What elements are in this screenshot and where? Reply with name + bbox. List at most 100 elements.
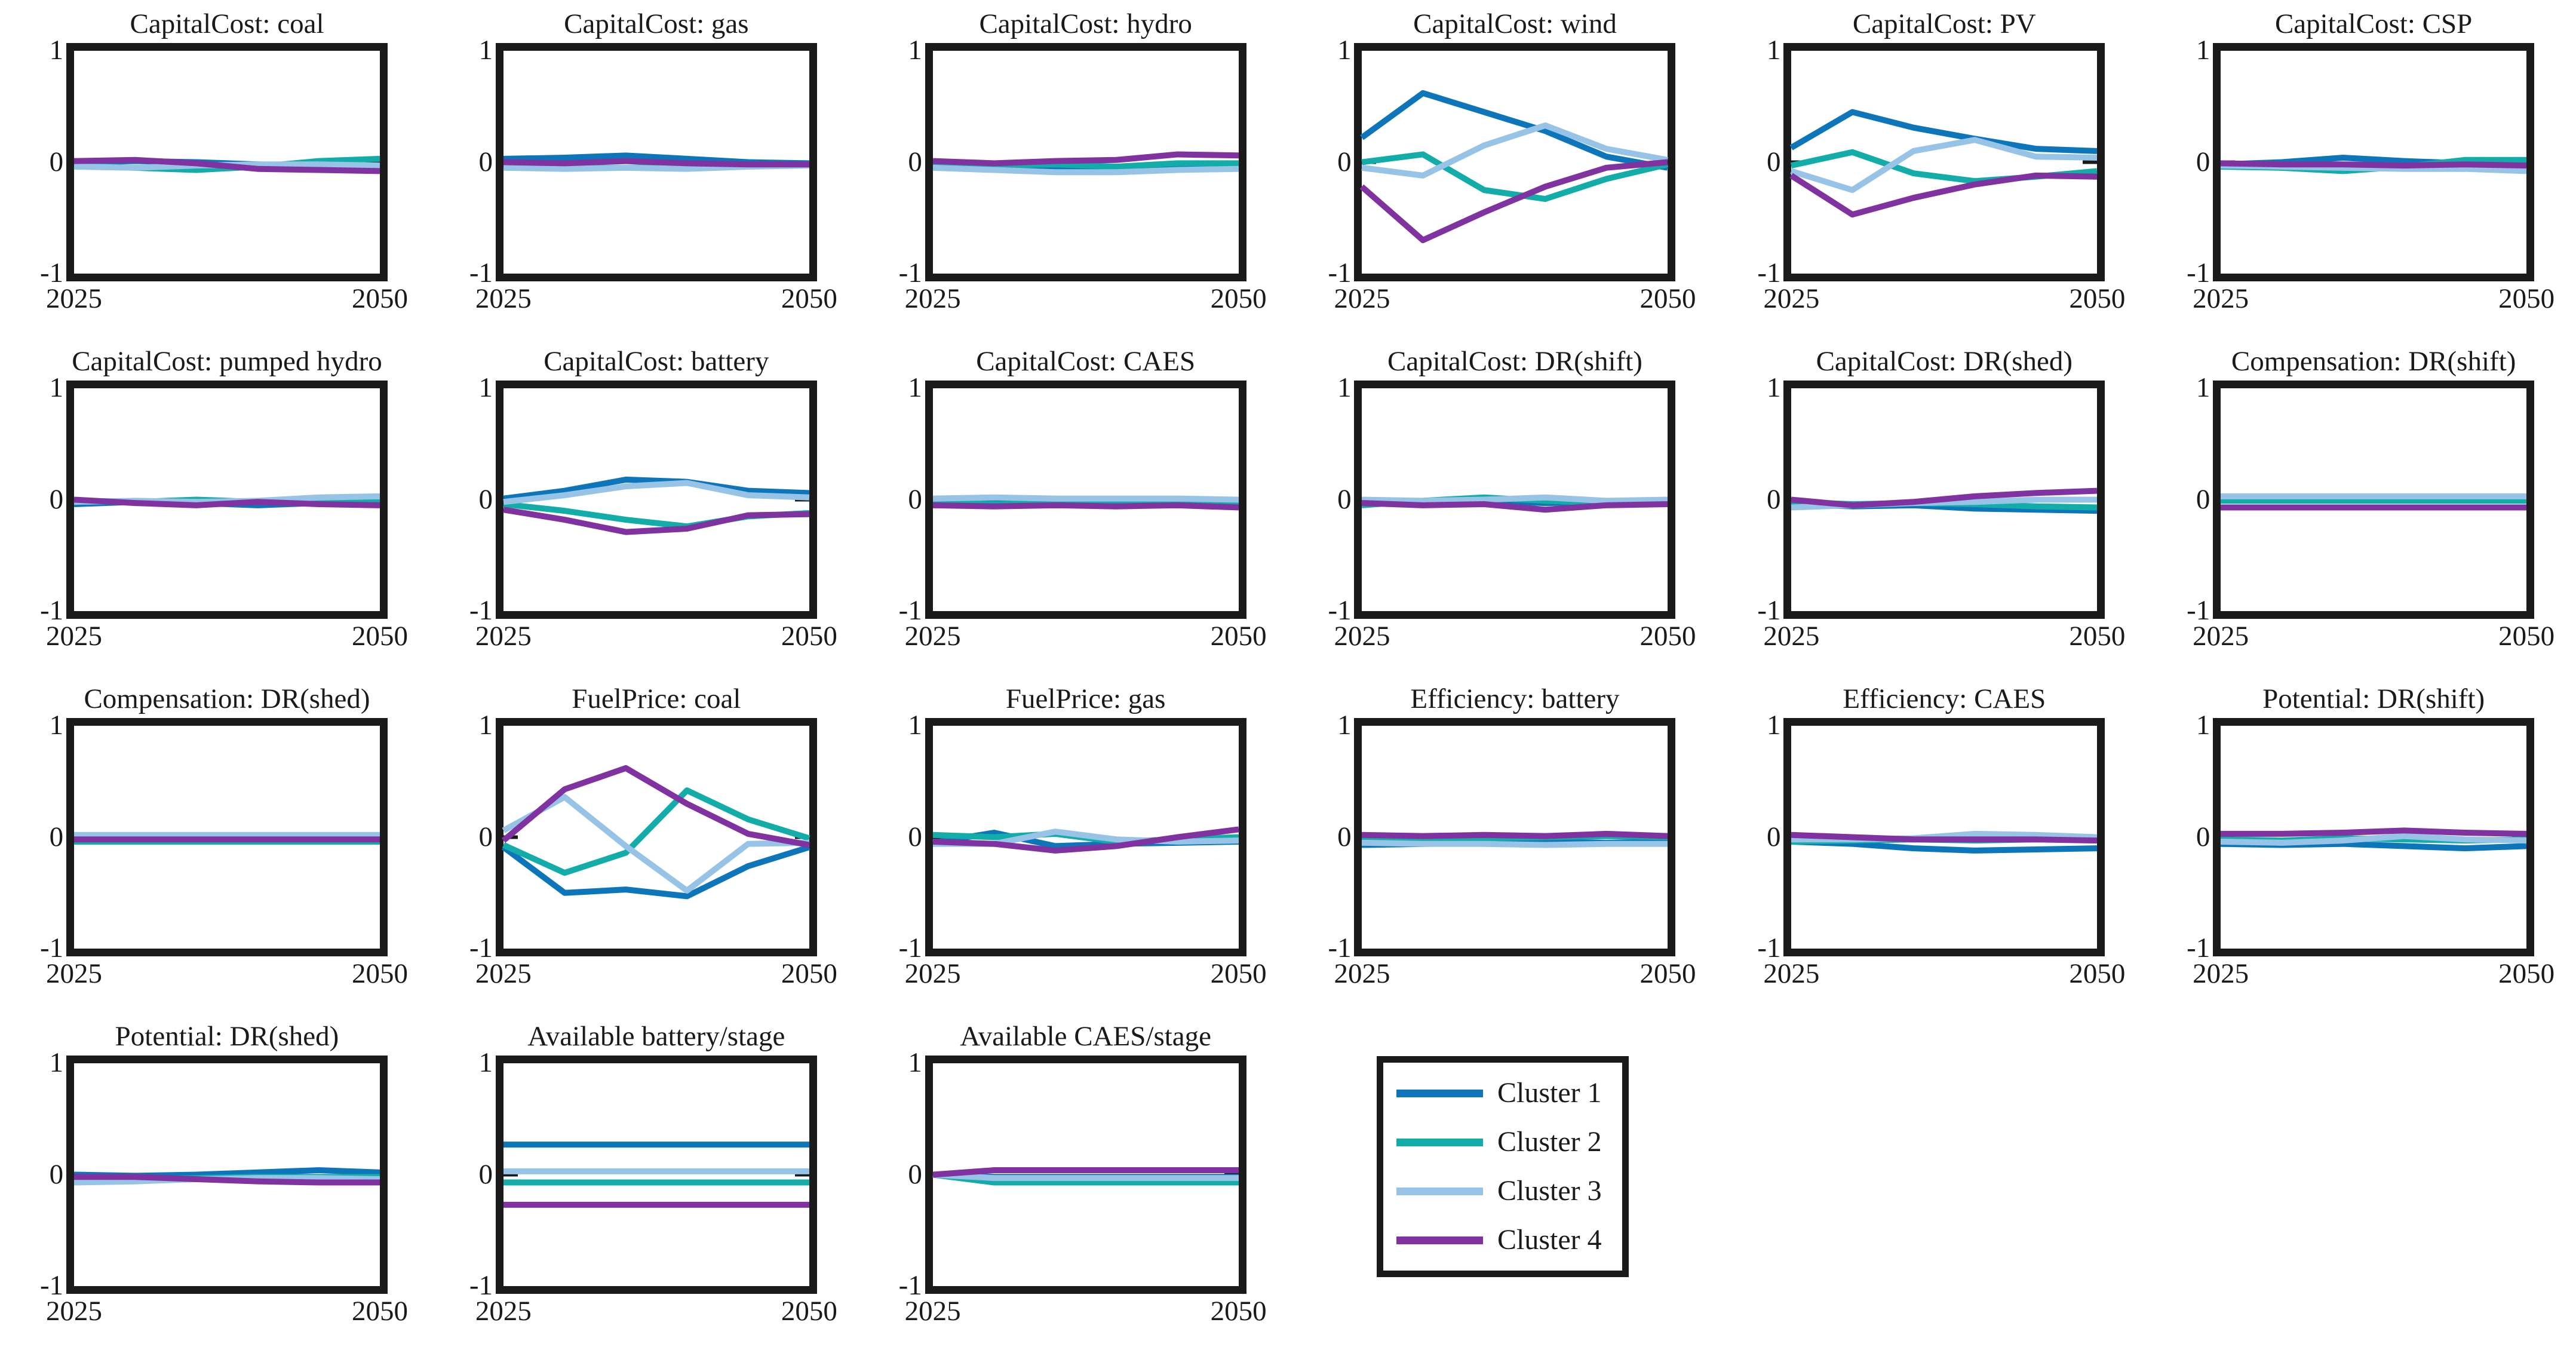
series-line-cluster-1 (1789, 109, 2098, 154)
y-tick-label: 0 (908, 483, 922, 515)
plot-title: CapitalCost: battery (544, 346, 769, 377)
series-line-cluster-3 (2221, 833, 2527, 846)
legend-line-swatch-cluster-2 (1396, 1138, 1483, 1146)
plot-title: CapitalCost: CSP (2274, 8, 2473, 39)
y-tick-label: 1 (1766, 710, 1781, 741)
plot-canvas (66, 718, 388, 956)
x-tick-label: 2050 (1210, 621, 1267, 652)
x-tick-label: 2025 (2193, 621, 2249, 652)
subplot-fuelprice-coal: FuelPrice: coal 1 0 -1 2025 2050 (429, 675, 859, 1013)
plot-frame (495, 381, 817, 619)
subplot-capitalcost-pv: CapitalCost: PV 1 0 -1 2025 2050 (1717, 0, 2147, 338)
plot-canvas (2213, 718, 2535, 956)
plot-canvas (495, 381, 817, 619)
y-tick-label: 1 (1337, 35, 1352, 66)
y-tick-label: 0 (1766, 821, 1781, 852)
y-tick-label: -1 (1328, 932, 1352, 964)
plot-title: Potential: DR(shift) (2262, 683, 2485, 714)
y-tick-label: 1 (1766, 372, 1781, 403)
x-tick-label: 2025 (904, 958, 961, 989)
x-tick-label: 2050 (2069, 283, 2126, 314)
x-tick-label: 2050 (781, 283, 837, 314)
x-tick-label: 2050 (2498, 621, 2555, 652)
series-line-cluster-4 (1791, 487, 2098, 508)
y-tick-label: -1 (469, 932, 493, 964)
y-tick-label: -1 (2187, 595, 2210, 626)
series-line-cluster-3 (1362, 494, 1668, 504)
y-tick-label: 1 (908, 372, 922, 403)
y-tick-label: -1 (1757, 932, 1781, 964)
subplot-capitalcost-gas: CapitalCost: gas 1 0 -1 2025 2050 (429, 0, 859, 338)
plot-title: Available battery/stage (527, 1021, 785, 1052)
y-tick-label: 0 (2196, 483, 2210, 515)
plot-canvas (925, 381, 1246, 619)
plot-title: Available CAES/stage (960, 1021, 1212, 1052)
x-tick-label: 2025 (475, 958, 532, 989)
plot-canvas (1783, 43, 2105, 281)
legend-line-swatch-cluster-1 (1396, 1089, 1483, 1097)
series-line-cluster-2 (1361, 151, 1669, 202)
y-tick-label: 1 (49, 710, 64, 741)
series-line-cluster-1 (503, 476, 810, 502)
series-line-cluster-3 (502, 794, 809, 894)
y-tick-label: 0 (2196, 821, 2210, 852)
legend: Cluster 1 Cluster 2 Cluster 3 Cluster 4 (1377, 1056, 1629, 1277)
x-tick-label: 2025 (2193, 958, 2249, 989)
y-tick-label: 0 (49, 146, 64, 177)
x-tick-label: 2050 (2498, 283, 2555, 314)
subplot-capitalcost-pumped-hydro: CapitalCost: pumped hydro 1 0 -1 2025 2050 (0, 338, 429, 675)
series-line-cluster-4 (1360, 159, 1668, 244)
series-line-cluster-1 (501, 844, 810, 900)
plot-frame (495, 1056, 817, 1294)
y-tick-label: 1 (2196, 710, 2210, 741)
series-line-cluster-4 (2221, 160, 2527, 169)
x-tick-label: 2050 (2069, 958, 2126, 989)
x-tick-label: 2025 (2193, 283, 2249, 314)
legend-item-cluster-2: Cluster 2 (1396, 1127, 1622, 1158)
x-tick-label: 2025 (1763, 283, 1820, 314)
y-tick-label: -1 (898, 932, 922, 964)
series-line-cluster-3 (1361, 122, 1669, 179)
x-tick-label: 2050 (352, 621, 408, 652)
y-tick-label: 0 (478, 821, 493, 852)
y-tick-label: -1 (469, 257, 493, 289)
plot-canvas (925, 718, 1246, 956)
y-tick-label: 1 (478, 35, 493, 66)
subplot-capitalcost-csp: CapitalCost: CSP 1 0 -1 2025 2050 (2147, 0, 2576, 338)
y-tick-label: 0 (908, 1158, 922, 1190)
plot-title: FuelPrice: gas (1005, 683, 1166, 714)
x-tick-label: 2025 (1334, 958, 1390, 989)
x-tick-label: 2050 (1210, 283, 1267, 314)
x-tick-label: 2025 (904, 621, 961, 652)
series-line-cluster-4 (74, 1174, 380, 1186)
y-tick-label: 1 (1766, 35, 1781, 66)
y-tick-label: 0 (908, 146, 922, 177)
y-tick-label: -1 (2187, 932, 2210, 964)
y-tick-label: -1 (469, 1270, 493, 1301)
y-tick-label: 1 (908, 710, 922, 741)
x-tick-label: 2025 (1763, 621, 1820, 652)
plot-title: CapitalCost: CAES (976, 346, 1196, 377)
x-tick-label: 2025 (46, 958, 102, 989)
plot-title: CapitalCost: DR(shed) (1816, 346, 2073, 377)
x-tick-label: 2025 (1334, 283, 1390, 314)
series-line-cluster-4 (932, 826, 1239, 854)
subplot-efficiency-battery: Efficiency: battery 1 0 -1 2025 2050 (1288, 675, 1717, 1013)
series-line-cluster-4 (501, 765, 810, 848)
x-tick-label: 2050 (1639, 958, 1696, 989)
series-line-cluster-4 (1791, 832, 2098, 844)
subplot-capitalcost-caes: CapitalCost: CAES 1 0 -1 2025 2050 (859, 338, 1288, 675)
legend-line-swatch-cluster-3 (1396, 1187, 1483, 1195)
y-tick-label: 1 (1337, 710, 1352, 741)
x-tick-label: 2050 (1639, 283, 1696, 314)
plot-title: Potential: DR(shed) (115, 1021, 339, 1052)
plot-canvas (495, 718, 817, 956)
series-line-cluster-2 (932, 1171, 1239, 1186)
legend-label: Cluster 4 (1497, 1224, 1602, 1256)
series-line-cluster-4 (73, 157, 380, 174)
plot-canvas (66, 381, 388, 619)
x-tick-label: 2025 (46, 621, 102, 652)
legend-label: Cluster 2 (1497, 1126, 1602, 1158)
x-tick-label: 2050 (2069, 621, 2126, 652)
